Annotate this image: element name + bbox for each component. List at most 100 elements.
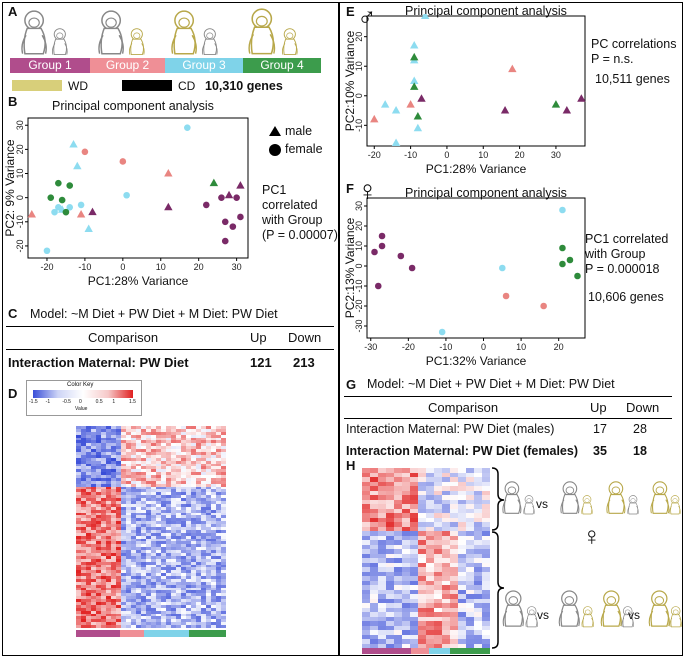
heatmap-cell [196,619,202,623]
heatmap-cell [482,508,490,514]
heatmap-cell [116,619,122,623]
heatmap-cell [171,495,177,499]
heatmap-cell [482,585,490,590]
heatmap-cell [146,483,152,488]
heatmap-cell [156,469,162,473]
heatmap-cell [394,481,403,487]
heatmap-cell [126,619,132,623]
heatmap-cell [121,564,127,568]
heatmap-cell [211,428,217,433]
heatmap-cell [96,428,102,433]
group-3-bar [428,648,451,654]
heatmap-cell [474,562,483,568]
heatmap-cell [126,570,132,574]
heatmap-cell [91,602,97,606]
heatmap-cell [166,515,172,519]
heatmap-cell [176,527,182,531]
color-key-tick: -0.5 [62,399,71,405]
heatmap-cell [86,466,92,470]
heatmap-cell [101,584,107,589]
heatmap-cell [211,463,217,467]
heatmap-cell [131,460,137,464]
group-3-bar [143,630,189,637]
heatmap-cell [141,544,147,548]
heatmap-cell [181,431,187,436]
heatmap-cell [131,619,137,623]
heatmap-cell [418,544,427,550]
heatmap-cell [394,549,403,554]
heatmap-cell [156,561,162,565]
heatmap-cell [196,495,202,499]
heatmap-cell [394,504,403,509]
wd-swatch [12,80,62,91]
heatmap-cell [221,567,226,571]
panel-label-h: H [346,458,356,473]
heatmap-cell [196,472,202,476]
heatmap-cell [426,616,435,622]
heatmap-cell [101,457,107,462]
heatmap-cell [86,454,92,459]
heatmap-cell [402,589,411,595]
heatmap-cell [211,492,217,496]
plot-frame [27,117,249,259]
heatmap-cell [166,431,172,436]
y-tick-label: -10 [354,119,364,132]
heatmap-cell [181,567,187,571]
heatmap-cell [482,477,490,482]
heatmap-cell [186,558,192,563]
monkey-body [602,604,622,627]
heatmap-cell [76,538,82,542]
heatmap-cell [166,610,172,615]
heatmap-cell [151,454,157,459]
heatmap-cell [161,616,167,620]
monkey-arms [201,43,218,55]
heatmap-cell [181,602,187,606]
group-bar-1: Group 1 [10,58,90,73]
heatmap-cell [171,489,177,493]
monkey-arms [558,610,580,627]
heatmap-cell [386,585,395,590]
data-point [577,94,586,102]
heatmap-cell [211,622,217,626]
heatmap-cell [394,558,403,563]
heatmap-cell [146,547,152,551]
heatmap-cell [86,460,92,464]
heatmap-cell [146,469,152,473]
heatmap-cell [402,585,411,590]
heatmap-cell [474,639,483,644]
heatmap-cell [450,522,459,527]
heatmap-cell [201,431,207,436]
heatmap-cell [370,603,379,608]
heatmap-cell [191,518,197,522]
heatmap-cell [121,449,127,453]
heatmap-cell [86,602,92,606]
monkey-face [611,486,621,495]
heatmap-cell [201,547,207,551]
heatmap-cell [91,506,97,511]
heatmap-cell [171,590,177,594]
heatmap-cell [191,596,197,600]
heatmap-cell [176,558,182,563]
heatmap-cell [181,483,187,488]
heatmap-cell [91,446,97,450]
heatmap-cell [86,437,92,441]
heatmap-cell [450,495,459,500]
heatmap-cell [81,503,87,508]
x-tick-label: 20 [194,262,204,272]
heatmap-cell [426,634,435,640]
heatmap-cell [206,524,212,528]
heatmap-cell [426,535,435,541]
heatmap-cell [370,616,379,622]
heatmap-cell [151,552,157,557]
heatmap-cell [196,599,202,603]
heatmap-cell [96,501,102,505]
heatmap-cell [156,538,162,542]
heatmap-cell [196,483,202,488]
heatmap-cell [426,594,435,599]
heatmap-cell [156,541,162,545]
heatmap-cell [146,610,152,615]
heatmap-cell [171,483,177,488]
heatmap-cell [171,564,177,568]
heatmap-cell [126,486,132,490]
heatmap-cell [450,603,459,608]
